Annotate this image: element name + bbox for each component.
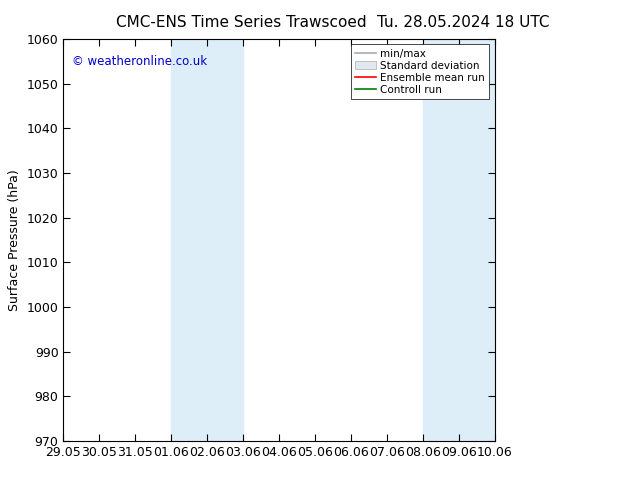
Text: CMC-ENS Time Series Trawscoed: CMC-ENS Time Series Trawscoed	[115, 15, 366, 30]
Bar	[423, 39, 495, 441]
Text: Tu. 28.05.2024 18 UTC: Tu. 28.05.2024 18 UTC	[377, 15, 549, 30]
Y-axis label: Surface Pressure (hPa): Surface Pressure (hPa)	[8, 169, 21, 311]
Text: © weatheronline.co.uk: © weatheronline.co.uk	[72, 55, 207, 68]
Legend: min/max, Standard deviation, Ensemble mean run, Controll run: min/max, Standard deviation, Ensemble me…	[351, 45, 489, 99]
Bar	[171, 39, 243, 441]
